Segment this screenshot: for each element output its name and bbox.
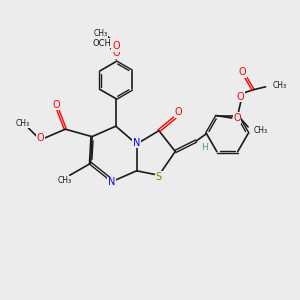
Text: N: N bbox=[108, 177, 115, 187]
Text: O: O bbox=[112, 48, 120, 59]
Text: O: O bbox=[52, 100, 60, 110]
Text: O: O bbox=[233, 113, 241, 123]
Text: N: N bbox=[133, 138, 140, 148]
Text: O: O bbox=[37, 133, 44, 143]
Text: OCH₃: OCH₃ bbox=[92, 39, 114, 48]
Text: CH₃: CH₃ bbox=[273, 81, 287, 90]
Text: O: O bbox=[174, 107, 182, 117]
Text: O: O bbox=[112, 41, 120, 51]
Text: CH₃: CH₃ bbox=[57, 176, 71, 185]
Text: O: O bbox=[238, 67, 246, 77]
Text: CH₃: CH₃ bbox=[16, 119, 30, 128]
Text: S: S bbox=[156, 172, 162, 182]
Text: CH₃: CH₃ bbox=[94, 29, 108, 38]
Text: H: H bbox=[202, 142, 208, 152]
Text: CH₃: CH₃ bbox=[253, 126, 267, 135]
Text: O: O bbox=[237, 92, 244, 102]
